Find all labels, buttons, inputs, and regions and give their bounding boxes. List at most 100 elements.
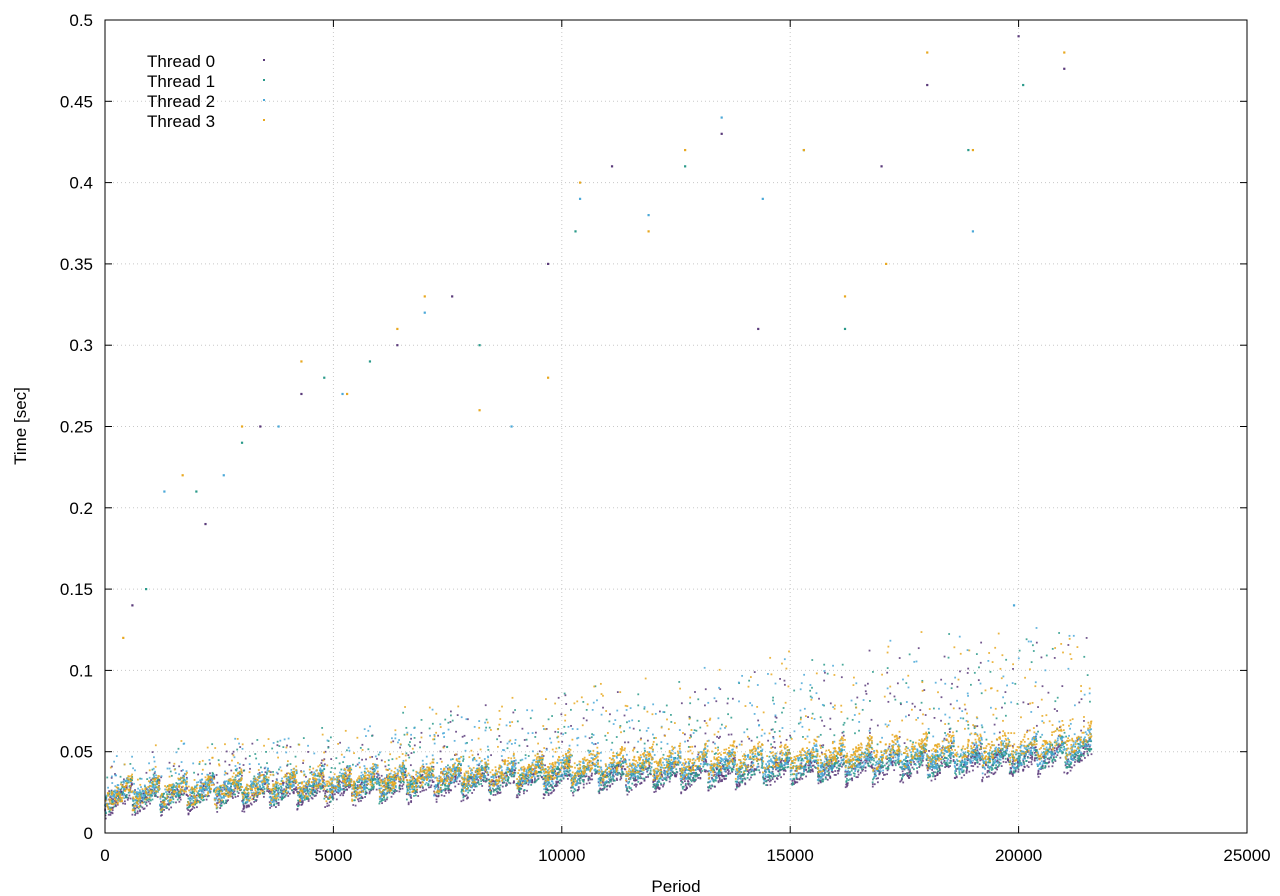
data-point [998, 763, 1001, 766]
data-point [613, 770, 615, 773]
data-point [950, 753, 953, 756]
data-point [789, 734, 791, 737]
data-point [602, 706, 604, 709]
data-point [626, 787, 628, 790]
data-point [844, 786, 847, 789]
data-point [579, 775, 582, 778]
data-point [737, 781, 740, 784]
data-point [521, 785, 524, 787]
data-point [962, 769, 965, 772]
data-point [780, 761, 782, 764]
data-point [681, 786, 684, 788]
data-point [1050, 756, 1053, 759]
data-point [1053, 749, 1056, 752]
data-point [915, 758, 918, 761]
data-point [1048, 758, 1051, 761]
data-point [893, 769, 896, 772]
data-point [585, 708, 588, 711]
data-point [157, 789, 160, 791]
data-point [225, 784, 228, 787]
data-point [947, 722, 950, 725]
data-point [240, 771, 243, 773]
data-point [741, 766, 744, 769]
data-point [666, 774, 669, 777]
data-point [910, 763, 912, 766]
data-point [477, 781, 480, 784]
data-point [334, 767, 337, 770]
data-point [181, 789, 184, 792]
data-point [246, 795, 249, 798]
data-point [918, 764, 921, 767]
data-point [646, 739, 649, 742]
data-point [653, 779, 655, 782]
data-point [635, 779, 638, 781]
data-point [1060, 735, 1063, 738]
data-point [145, 801, 148, 804]
data-point [822, 768, 825, 771]
data-point [345, 785, 348, 788]
data-point [704, 758, 707, 761]
data-point [134, 814, 137, 816]
data-point [1081, 754, 1083, 756]
data-point [715, 700, 718, 703]
data-point [262, 795, 265, 798]
data-point [964, 765, 967, 768]
data-point [373, 785, 375, 788]
data-point [1080, 729, 1083, 732]
data-point [725, 766, 727, 769]
data-point [385, 798, 388, 801]
data-point [737, 785, 740, 788]
data-point [407, 754, 410, 757]
data-point [694, 778, 696, 781]
data-point [249, 767, 251, 770]
data-point [1012, 760, 1014, 763]
data-point [914, 705, 916, 708]
data-point [413, 777, 416, 780]
data-point [609, 784, 612, 787]
data-point [388, 786, 391, 789]
data-point [667, 758, 670, 761]
data-point [253, 801, 256, 803]
data-point [377, 753, 380, 756]
data-point [558, 768, 561, 770]
data-point [833, 764, 836, 767]
data-point [896, 762, 899, 764]
data-point [1081, 745, 1084, 748]
data-point [442, 782, 444, 785]
data-point [658, 788, 661, 790]
data-point [315, 791, 318, 794]
data-point [675, 768, 678, 771]
data-point [815, 750, 818, 753]
data-point [1044, 764, 1047, 767]
data-point [1008, 772, 1011, 775]
data-point [602, 775, 605, 778]
data-point [134, 789, 136, 791]
data-point [972, 751, 975, 753]
data-point [343, 790, 346, 793]
data-point [248, 805, 250, 808]
data-point [744, 783, 747, 786]
data-point [422, 787, 424, 789]
data-point [178, 800, 181, 803]
data-point [1017, 765, 1020, 768]
data-point [151, 794, 154, 797]
data-point [532, 773, 535, 776]
data-point [962, 717, 965, 720]
data-point [321, 787, 323, 790]
data-point [430, 765, 433, 768]
data-point [443, 745, 446, 748]
data-point [531, 773, 534, 776]
data-point [504, 779, 507, 782]
data-point [549, 792, 552, 795]
data-point [113, 799, 116, 802]
data-point [785, 751, 788, 754]
data-point [272, 787, 274, 790]
data-point [1078, 756, 1080, 759]
data-point [437, 734, 440, 737]
data-point [677, 763, 680, 766]
data-point [643, 777, 646, 780]
data-point [1047, 761, 1050, 764]
data-point [634, 770, 636, 773]
data-point [1012, 770, 1015, 773]
data-point [332, 798, 334, 801]
